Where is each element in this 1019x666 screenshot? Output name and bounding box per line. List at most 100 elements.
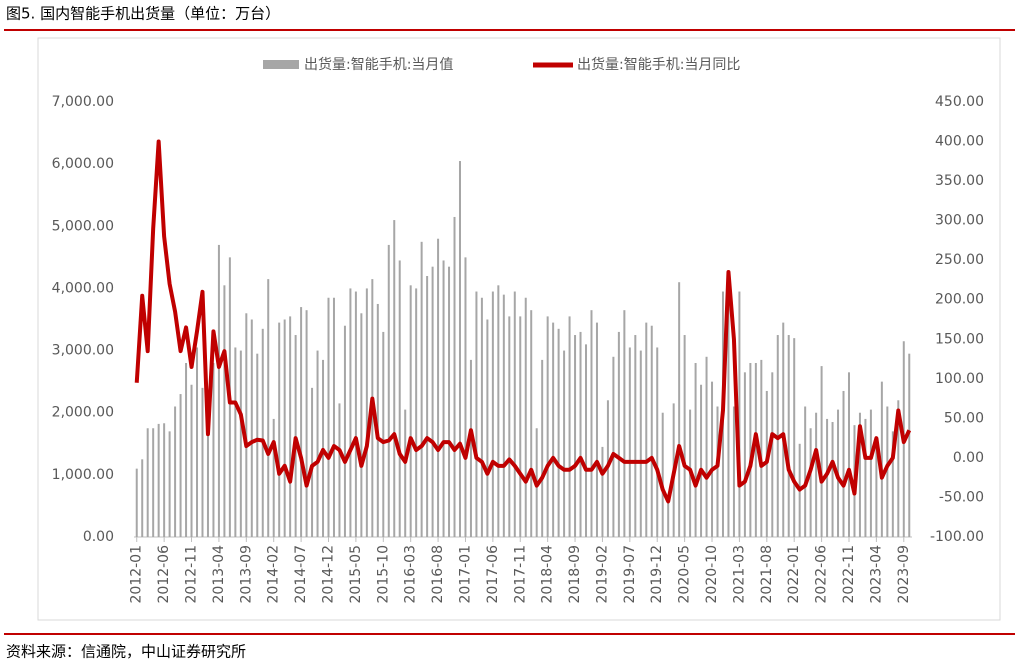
bar xyxy=(393,220,396,538)
bar xyxy=(217,244,220,537)
x-tick-label: 2017-06 xyxy=(485,545,501,604)
bar xyxy=(283,319,286,537)
bar xyxy=(595,322,598,537)
bar xyxy=(519,316,522,537)
x-tick-label: 2013-09 xyxy=(238,545,254,604)
bar xyxy=(809,428,812,537)
bar xyxy=(305,310,308,537)
y2-tick-label: 350.00 xyxy=(935,173,984,189)
bar xyxy=(278,322,281,537)
bar xyxy=(612,356,615,537)
bar xyxy=(667,497,670,537)
bar xyxy=(398,260,401,537)
bar xyxy=(261,328,264,537)
y2-tick-label: 150.00 xyxy=(935,331,984,347)
bar xyxy=(300,307,303,537)
bar xyxy=(683,335,686,537)
bar xyxy=(201,387,204,537)
y2-tick-label: -100.00 xyxy=(930,529,984,545)
bar xyxy=(601,446,604,537)
bar xyxy=(650,325,653,537)
bar xyxy=(442,260,445,537)
bar xyxy=(311,387,314,537)
bar xyxy=(415,288,418,537)
bar xyxy=(875,440,878,537)
bar xyxy=(185,363,188,537)
bar xyxy=(272,418,275,537)
x-tick-label: 2015-05 xyxy=(348,545,364,604)
x-tick-label: 2019-12 xyxy=(649,545,665,604)
bar xyxy=(426,276,429,537)
x-tick-label: 2014-02 xyxy=(266,545,282,604)
bar xyxy=(656,347,659,537)
bar xyxy=(239,350,242,537)
bar xyxy=(338,403,341,537)
bar xyxy=(196,347,199,537)
bar xyxy=(245,313,248,537)
bar xyxy=(146,428,149,537)
bar xyxy=(448,266,451,537)
legend-label: 出货量:智能手机:当月值 xyxy=(304,56,453,73)
bar xyxy=(869,409,872,537)
bar xyxy=(458,161,461,538)
bar xyxy=(431,266,434,537)
bar xyxy=(694,363,697,537)
x-tick-label: 2012-11 xyxy=(184,545,200,604)
x-tick-label: 2020-05 xyxy=(677,545,693,604)
x-tick-label: 2021-03 xyxy=(731,545,747,604)
bar xyxy=(469,359,472,537)
bar xyxy=(256,353,259,537)
bar xyxy=(705,356,708,537)
legend-swatch xyxy=(263,60,299,69)
bar xyxy=(382,331,385,537)
bar xyxy=(886,406,889,537)
bar xyxy=(437,238,440,537)
bar xyxy=(590,310,593,537)
x-tick-label: 2022-06 xyxy=(814,545,830,604)
bar xyxy=(294,335,297,537)
bar xyxy=(743,372,746,537)
line xyxy=(134,139,912,504)
y2-tick-label: 100.00 xyxy=(935,371,984,387)
y2-tick-label: 400.00 xyxy=(935,134,984,150)
bar xyxy=(557,328,560,537)
x-tick-label: 2023-09 xyxy=(896,545,912,604)
bar xyxy=(864,418,867,537)
x-tick-label: 2019-07 xyxy=(622,545,638,604)
y-tick-label: 5,000.00 xyxy=(52,218,114,234)
bar xyxy=(908,353,911,537)
bar xyxy=(700,384,703,537)
x-tick-label: 2016-08 xyxy=(430,545,446,604)
y2-tick-label: 200.00 xyxy=(935,292,984,308)
bar xyxy=(464,257,467,537)
x-tick-label: 2014-07 xyxy=(293,545,309,604)
bar xyxy=(223,285,226,537)
bar xyxy=(289,316,292,537)
bar xyxy=(349,288,352,537)
bar xyxy=(732,406,735,537)
bar xyxy=(420,241,423,538)
bar xyxy=(316,350,319,537)
bar xyxy=(880,381,883,537)
bar xyxy=(190,384,193,537)
bar xyxy=(847,372,850,537)
bar xyxy=(858,412,861,537)
bar xyxy=(404,409,407,537)
x-tick-label: 2014-12 xyxy=(321,545,337,604)
bar xyxy=(782,322,785,537)
y2-tick-label: 300.00 xyxy=(935,213,984,229)
y-tick-label: 3,000.00 xyxy=(52,343,114,359)
bar xyxy=(524,297,527,537)
x-tick-label: 2012-06 xyxy=(156,545,172,604)
bar xyxy=(793,338,796,537)
bar xyxy=(891,431,894,537)
y2-tick-label: 250.00 xyxy=(935,252,984,268)
bar xyxy=(552,322,555,537)
x-tick-label: 2018-09 xyxy=(567,545,583,604)
y2-tick-label: -50.00 xyxy=(939,489,984,505)
x-tick-label: 2016-03 xyxy=(403,545,419,604)
bar xyxy=(568,316,571,537)
source-note: 资料来源：信通院，中山证券研究所 xyxy=(6,643,246,661)
